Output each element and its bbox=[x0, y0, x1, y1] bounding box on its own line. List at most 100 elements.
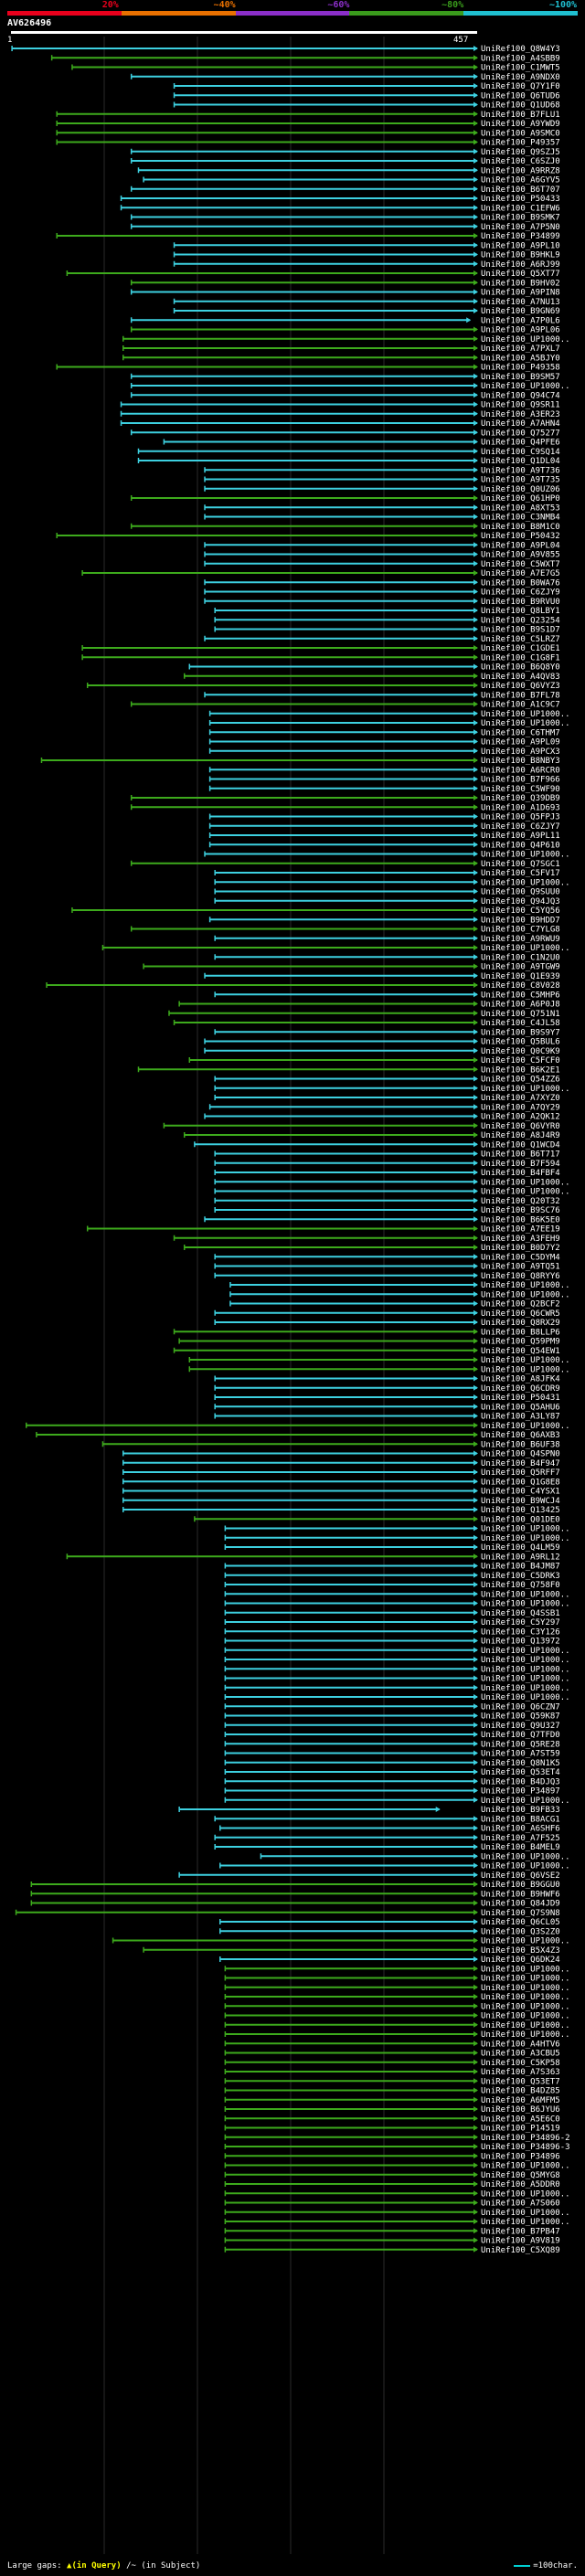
hit-label[interactable]: UniRef100_P50433 bbox=[481, 195, 560, 204]
hit-label[interactable]: UniRef100_B4FBF4 bbox=[481, 1169, 560, 1178]
hit-label[interactable]: UniRef100_UP1000.. bbox=[481, 1675, 570, 1684]
hit-label[interactable]: UniRef100_C3NMB4 bbox=[481, 514, 560, 523]
hit-label[interactable]: UniRef100_C6ZJY7 bbox=[481, 822, 560, 832]
hit-label[interactable]: UniRef100_B9S9Y7 bbox=[481, 1028, 560, 1037]
hit-label[interactable]: UniRef100_Q7TFD0 bbox=[481, 1731, 560, 1740]
hit-label[interactable]: UniRef100_UP1000.. bbox=[481, 1965, 570, 1974]
hit-label[interactable]: UniRef100_P34897 bbox=[481, 1787, 560, 1797]
hit-label[interactable]: UniRef100_B0WA76 bbox=[481, 578, 560, 588]
hit-label[interactable]: UniRef100_UP1000.. bbox=[481, 1684, 570, 1693]
hit-label[interactable]: UniRef100_Q7Y1F0 bbox=[481, 82, 560, 91]
hit-label[interactable]: UniRef100_A9V819 bbox=[481, 2237, 560, 2246]
hit-label[interactable]: UniRef100_A7S060 bbox=[481, 2200, 560, 2209]
hit-label[interactable]: UniRef100_B4DZ85 bbox=[481, 2087, 560, 2096]
hit-label[interactable]: UniRef100_B7FLU1 bbox=[481, 111, 560, 120]
hit-label[interactable]: UniRef100_UP1000.. bbox=[481, 1534, 570, 1543]
hit-label[interactable]: UniRef100_Q8W4Y3 bbox=[481, 45, 560, 54]
hit-label[interactable]: UniRef100_A5E6C0 bbox=[481, 2115, 560, 2124]
hit-label[interactable]: UniRef100_A7ST59 bbox=[481, 1750, 560, 1759]
hit-label[interactable]: UniRef100_C5DYM4 bbox=[481, 1253, 560, 1262]
hit-label[interactable]: UniRef100_A9YWD9 bbox=[481, 120, 560, 129]
hit-label[interactable]: UniRef100_A9PL06 bbox=[481, 326, 560, 335]
hit-label[interactable]: UniRef100_UP1000.. bbox=[481, 1188, 570, 1197]
hit-label[interactable]: UniRef100_Q6DK24 bbox=[481, 1956, 560, 1965]
hit-label[interactable]: UniRef100_Q20T32 bbox=[481, 1197, 560, 1206]
hit-label[interactable]: UniRef100_B9GN69 bbox=[481, 307, 560, 316]
hit-label[interactable]: UniRef100_Q3S2Z0 bbox=[481, 1927, 560, 1936]
hit-label[interactable]: UniRef100_UP1000.. bbox=[481, 1525, 570, 1534]
hit-label[interactable]: UniRef100_Q5XT77 bbox=[481, 270, 560, 279]
hit-label[interactable]: UniRef100_A8XT53 bbox=[481, 504, 560, 513]
hit-label[interactable]: UniRef100_Q6VYZ3 bbox=[481, 682, 560, 691]
hit-label[interactable]: UniRef100_B9FB33 bbox=[481, 1806, 560, 1815]
hit-label[interactable]: UniRef100_UP1000.. bbox=[481, 851, 570, 860]
hit-label[interactable]: UniRef100_UP1000.. bbox=[481, 1852, 570, 1861]
hit-label[interactable]: UniRef100_C1G8F1 bbox=[481, 653, 560, 663]
hit-label[interactable]: UniRef100_A9PL10 bbox=[481, 241, 560, 250]
hit-label[interactable]: UniRef100_UP1000.. bbox=[481, 1937, 570, 1946]
hit-label[interactable]: UniRef100_B6T717 bbox=[481, 1150, 560, 1160]
hit-label[interactable]: UniRef100_A3CBU5 bbox=[481, 2050, 560, 2059]
hit-label[interactable]: UniRef100_UP1000.. bbox=[481, 1993, 570, 2002]
hit-label[interactable]: UniRef100_UP1000.. bbox=[481, 1975, 570, 1984]
hit-label[interactable]: UniRef100_A7F525 bbox=[481, 1834, 560, 1843]
hit-label[interactable]: UniRef100_Q39DB9 bbox=[481, 794, 560, 803]
hit-label[interactable]: UniRef100_Q13425 bbox=[481, 1506, 560, 1515]
hit-label[interactable]: UniRef100_C5WXT7 bbox=[481, 560, 560, 569]
hit-label[interactable]: UniRef100_C5XQ89 bbox=[481, 2246, 560, 2255]
hit-label[interactable]: UniRef100_UP1000.. bbox=[481, 2189, 570, 2199]
hit-label[interactable]: UniRef100_P50432 bbox=[481, 532, 560, 541]
hit-label[interactable]: UniRef100_Q9U327 bbox=[481, 1722, 560, 1731]
hit-label[interactable]: UniRef100_Q59PM9 bbox=[481, 1338, 560, 1347]
hit-label[interactable]: UniRef100_A9T735 bbox=[481, 476, 560, 485]
hit-label[interactable]: UniRef100_Q53ET7 bbox=[481, 2077, 560, 2086]
hit-label[interactable]: UniRef100_UP1000.. bbox=[481, 1665, 570, 1674]
hit-label[interactable]: UniRef100_UP1000.. bbox=[481, 1356, 570, 1365]
hit-label[interactable]: UniRef100_Q5FPJ3 bbox=[481, 813, 560, 822]
hit-label[interactable]: UniRef100_A6SHF6 bbox=[481, 1825, 560, 1834]
hit-label[interactable]: UniRef100_UP1000.. bbox=[481, 335, 570, 345]
hit-label[interactable]: UniRef100_A6GYV5 bbox=[481, 176, 560, 186]
hit-label[interactable]: UniRef100_Q94JQ3 bbox=[481, 897, 560, 906]
hit-label[interactable]: UniRef100_C5MHP6 bbox=[481, 991, 560, 1000]
hit-label[interactable]: UniRef100_C1GDE1 bbox=[481, 644, 560, 653]
hit-label[interactable]: UniRef100_A7NU13 bbox=[481, 298, 560, 307]
hit-label[interactable]: UniRef100_Q4SSB1 bbox=[481, 1609, 560, 1618]
hit-label[interactable]: UniRef100_Q7S9N8 bbox=[481, 1909, 560, 1918]
hit-label[interactable]: UniRef100_Q01DE0 bbox=[481, 1515, 560, 1524]
hit-label[interactable]: UniRef100_Q7SGC1 bbox=[481, 860, 560, 869]
hit-label[interactable]: UniRef100_Q5BUL6 bbox=[481, 1038, 560, 1047]
hit-label[interactable]: UniRef100_UP1000.. bbox=[481, 1862, 570, 1871]
hit-label[interactable]: UniRef100_Q6CL05 bbox=[481, 1918, 560, 1927]
hit-label[interactable]: UniRef100_B9S1D7 bbox=[481, 626, 560, 635]
hit-label[interactable]: UniRef100_A9SMC0 bbox=[481, 129, 560, 138]
hit-label[interactable]: UniRef100_C5FCF0 bbox=[481, 1056, 560, 1065]
hit-label[interactable]: UniRef100_A9TGW9 bbox=[481, 963, 560, 972]
hit-label[interactable]: UniRef100_Q6VYR0 bbox=[481, 1122, 560, 1131]
hit-label[interactable]: UniRef100_Q5MYG8 bbox=[481, 2171, 560, 2180]
hit-label[interactable]: UniRef100_B9SMK7 bbox=[481, 214, 560, 223]
hit-label[interactable]: UniRef100_UP1000.. bbox=[481, 2218, 570, 2227]
hit-label[interactable]: UniRef100_C5LRZ7 bbox=[481, 635, 560, 644]
hit-label[interactable]: UniRef100_C5FV17 bbox=[481, 869, 560, 878]
hit-label[interactable]: UniRef100_P34896-2 bbox=[481, 2134, 570, 2143]
hit-label[interactable]: UniRef100_Q6TUD6 bbox=[481, 91, 560, 101]
hit-label[interactable]: UniRef100_B7F966 bbox=[481, 776, 560, 785]
hit-label[interactable]: UniRef100_Q23254 bbox=[481, 616, 560, 625]
hit-label[interactable]: UniRef100_Q94C74 bbox=[481, 391, 560, 400]
hit-label[interactable]: UniRef100_UP1000.. bbox=[481, 1984, 570, 1993]
hit-label[interactable]: UniRef100_Q9SUU0 bbox=[481, 888, 560, 897]
hit-label[interactable]: UniRef100_B9HDD7 bbox=[481, 916, 560, 925]
hit-label[interactable]: UniRef100_B9WCJ4 bbox=[481, 1497, 560, 1506]
hit-label[interactable]: UniRef100_UP1000.. bbox=[481, 2021, 570, 2030]
hit-label[interactable]: UniRef100_P49357 bbox=[481, 139, 560, 148]
hit-label[interactable]: UniRef100_UP1000.. bbox=[481, 944, 570, 953]
hit-label[interactable]: UniRef100_Q8RYY6 bbox=[481, 1272, 560, 1281]
hit-label[interactable]: UniRef100_P14519 bbox=[481, 2125, 560, 2134]
hit-label[interactable]: UniRef100_A9V855 bbox=[481, 551, 560, 560]
hit-label[interactable]: UniRef100_UP1000.. bbox=[481, 719, 570, 728]
hit-label[interactable]: UniRef100_A4SBB9 bbox=[481, 54, 560, 63]
hit-label[interactable]: UniRef100_Q5AHU6 bbox=[481, 1403, 560, 1412]
hit-label[interactable]: UniRef100_Q1UD68 bbox=[481, 101, 560, 111]
hit-label[interactable]: UniRef100_A3FEH9 bbox=[481, 1235, 560, 1244]
